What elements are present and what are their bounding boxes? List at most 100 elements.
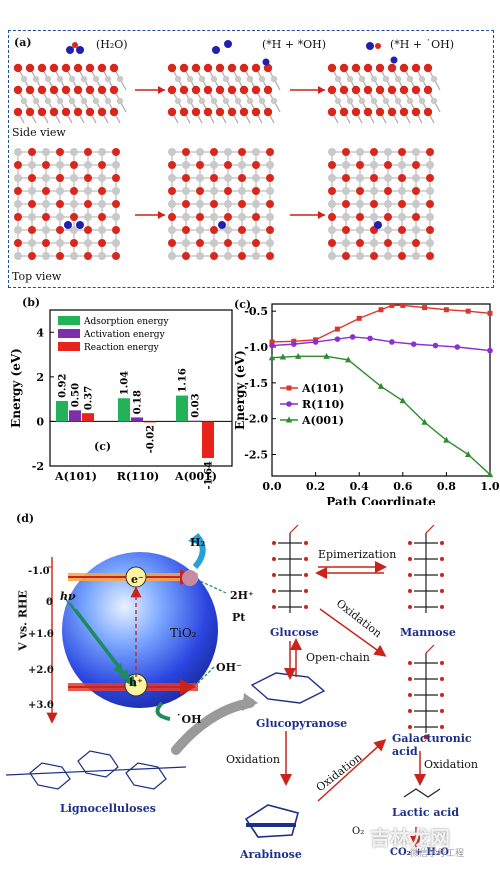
y-tick-label: -2.0 xyxy=(244,413,268,426)
glucopyranose-ring xyxy=(250,672,326,704)
y-tick-label: 2 xyxy=(36,371,44,384)
cooh-dot xyxy=(423,734,429,740)
oh-dot xyxy=(440,677,444,681)
state-label-h2o: (H₂O) xyxy=(96,38,128,51)
h2-label: H₂ xyxy=(190,536,206,549)
h2-evolution-arrow xyxy=(192,532,206,569)
side-view-label: Side view xyxy=(12,126,66,139)
bar xyxy=(118,398,130,422)
oh-dot xyxy=(440,557,444,561)
y-tick-label: 4 xyxy=(36,326,44,339)
oh-dot xyxy=(440,541,444,545)
data-point xyxy=(378,307,384,313)
data-point xyxy=(410,341,417,347)
legend-swatch xyxy=(58,316,80,325)
oh-radical-label: ˙OH xyxy=(176,713,202,726)
photon-arrow xyxy=(63,596,124,676)
top-adsorbate xyxy=(76,221,84,229)
electron-label: e⁻ xyxy=(131,573,144,586)
bar xyxy=(82,413,94,422)
data-point xyxy=(367,335,373,342)
pt-label: Pt xyxy=(232,611,246,624)
x-tick-label: 0.4 xyxy=(350,480,369,493)
epimerization-label: Epimerization xyxy=(318,548,397,561)
oh-dot xyxy=(408,589,412,593)
panel-a-label: (a) xyxy=(14,36,32,49)
oh-dot xyxy=(272,541,276,545)
bar xyxy=(202,421,214,458)
oh-dot xyxy=(304,573,308,577)
process-arrowhead xyxy=(318,211,325,219)
x-tick-label: 0.8 xyxy=(437,480,456,493)
state-label-h-oh: (*H + *OH) xyxy=(262,38,326,51)
top-adsorbate xyxy=(374,221,382,229)
oh-dot xyxy=(408,677,412,681)
rhe-tick-p3: +3.0 xyxy=(28,700,54,711)
state-label-h-ohrad: (*H + ˙OH) xyxy=(390,38,454,51)
oh-radical xyxy=(375,43,381,49)
oh-dot xyxy=(408,725,412,729)
lignocellulose-structure xyxy=(5,750,187,790)
photon-arrow xyxy=(69,602,130,682)
process-arrowhead xyxy=(318,86,325,94)
h-atom xyxy=(390,56,398,64)
category-label: A(101) xyxy=(54,470,97,483)
oh-group xyxy=(224,40,232,48)
oh-dot xyxy=(272,605,276,609)
panel-b-label: (b) xyxy=(22,296,41,309)
bar xyxy=(56,400,68,422)
side-view-slab xyxy=(327,63,441,124)
oxidation-label-4: Oxidation xyxy=(424,758,478,771)
oh-dot xyxy=(408,661,412,665)
aldehyde xyxy=(425,644,435,654)
y-tick-label: 0 xyxy=(36,415,44,428)
data-point xyxy=(421,418,428,425)
data-label: 0.92 xyxy=(58,374,69,398)
oh-dot xyxy=(408,573,412,577)
y-tick-label: -2.5 xyxy=(244,449,268,462)
x-axis-label: Path Coordinate xyxy=(326,495,436,505)
oh-dot xyxy=(440,709,444,713)
data-point xyxy=(268,354,276,361)
oxidation-arrow-3 xyxy=(317,738,387,802)
y-tick-label: -2 xyxy=(32,460,44,473)
rhe-tick-p1: +1.0 xyxy=(28,629,54,640)
grey-flow-arrow xyxy=(171,698,255,755)
data-point xyxy=(465,451,472,457)
oh-dot xyxy=(440,573,444,577)
data-label: 0.03 xyxy=(191,393,202,417)
bar xyxy=(144,421,156,423)
oh-dot xyxy=(408,693,412,697)
panel-c-label: (c) xyxy=(234,298,252,311)
galacturonic-label: Galacturonic acid xyxy=(392,732,472,758)
data-point xyxy=(291,338,297,344)
y-tick-label: -1.0 xyxy=(244,341,268,354)
aldehyde xyxy=(289,524,299,534)
legend-marker xyxy=(286,401,292,407)
two-h-label: 2H⁺ xyxy=(230,589,254,602)
water-molecule xyxy=(72,42,78,48)
legend-marker xyxy=(286,385,292,391)
arabinose-ring xyxy=(244,804,299,838)
oh-arrow xyxy=(197,666,215,684)
bar-chart: -2 0 2 4 Energy (eV) Adsorption energy Activat… xyxy=(9,309,233,490)
data-point xyxy=(443,307,449,313)
data-point xyxy=(465,308,471,314)
bar xyxy=(131,417,143,422)
data-point xyxy=(389,339,395,345)
oh-dot xyxy=(408,541,412,545)
o2-label: O₂ xyxy=(352,826,365,837)
x-tick-label: 0.6 xyxy=(393,480,412,493)
oh-dot xyxy=(272,589,276,593)
glucose-structure xyxy=(272,524,308,613)
top-view-slab xyxy=(328,148,434,260)
data-label: -1.64 xyxy=(204,461,215,490)
bar-chart-frame xyxy=(49,309,233,467)
oh-dot xyxy=(272,557,276,561)
data-point xyxy=(291,341,297,347)
oh-dot xyxy=(304,605,308,609)
tio2-sphere xyxy=(62,552,218,708)
oh-dot xyxy=(304,541,308,545)
legend-label: Adsorption energy xyxy=(83,317,169,327)
aldehyde xyxy=(425,524,435,534)
